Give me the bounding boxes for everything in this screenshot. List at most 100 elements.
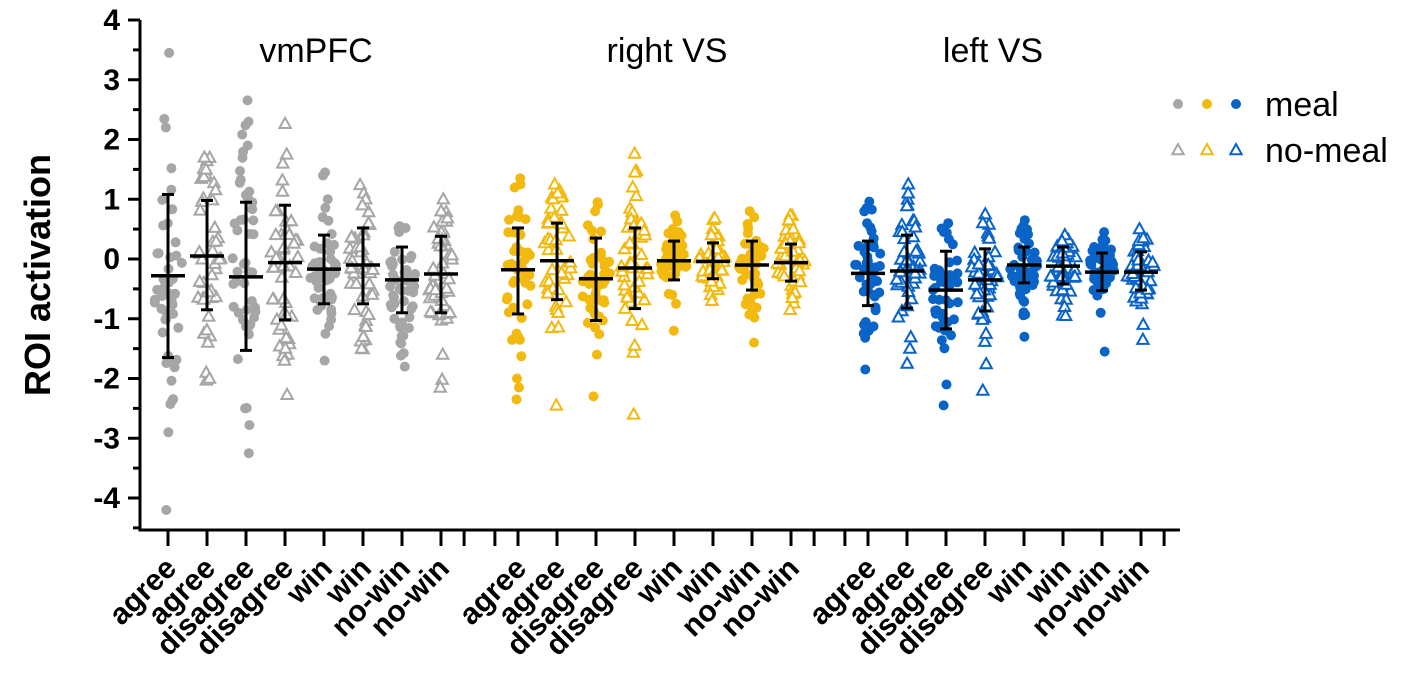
data-point [522,299,533,310]
data-point [208,233,224,247]
data-point [662,251,673,262]
data-point [322,194,333,205]
error-bar [424,234,458,315]
data-point [232,354,243,365]
data-point [201,370,217,384]
y-tick-label: 2 [103,124,120,157]
data-point [358,318,374,332]
data-point [240,403,251,414]
data-point [243,116,254,127]
errorbar-layer [151,192,1158,360]
data-point [507,227,518,238]
data-point [977,333,993,347]
data-point [971,256,987,270]
data-point [274,172,290,186]
data-point [171,250,182,261]
data-point [320,328,331,339]
category-no-win-meal [385,221,420,372]
data-point [870,262,881,273]
data-point [194,251,210,265]
data-point [435,191,451,205]
legend: meal no-meal [1170,86,1388,170]
data-point [365,261,381,275]
data-point [634,316,650,331]
data-point [265,291,281,305]
data-point [198,161,214,175]
data-point [561,228,577,242]
data-point [309,241,320,252]
data-point [599,269,610,280]
data-point [1099,236,1110,247]
data-point [899,355,915,369]
data-point [952,255,962,266]
data-point [1018,295,1029,306]
y-tick-label: -4 [93,482,120,515]
data-point [423,303,439,318]
error-bar [268,203,302,322]
data-point [1009,276,1020,287]
data-point [1019,331,1030,342]
data-point [908,243,924,257]
data-point [398,348,409,359]
data-point [410,269,420,279]
data-point [163,427,174,438]
data-point [409,281,420,292]
data-point [361,276,377,290]
data-point [313,282,324,293]
data-point [170,237,181,248]
data-point [952,297,963,308]
data-point [577,291,588,302]
error-bar [1046,245,1080,286]
data-point [386,256,397,267]
data-point [158,220,169,231]
region-right-vs [501,145,813,420]
data-point [512,373,522,384]
y-tick-label: -1 [93,303,120,336]
data-point [324,321,335,332]
data-point [502,292,513,303]
data-point [590,206,601,217]
data-point [742,228,753,239]
data-point [325,254,336,265]
data-point [977,206,993,220]
category-disagree-no-meal [613,145,656,420]
error-bar [735,239,769,292]
data-point [969,286,985,300]
data-point [744,309,755,320]
data-point [403,323,414,333]
data-point [548,397,564,411]
data-point [781,212,797,226]
data-point [978,356,994,370]
data-point [671,298,681,309]
data-point [406,251,417,261]
data-point [745,293,756,304]
data-point [283,213,299,227]
data-point [793,274,808,288]
error-bar [929,249,963,331]
data-point [633,246,649,260]
data-point [439,280,455,294]
data-point [444,247,460,261]
data-point [975,382,991,396]
data-point [432,379,448,393]
data-point [875,248,886,259]
data-point [192,202,208,216]
data-point [504,214,515,225]
error-bar [774,242,808,283]
data-point [749,337,759,348]
data-point [868,273,878,284]
data-point [746,301,757,312]
category-agree-no-meal [537,176,579,411]
data-point [425,260,441,274]
data-point [247,197,258,208]
data-point [354,197,370,211]
category-win-meal [1005,215,1043,342]
error-bar [501,226,535,316]
data-point [232,266,243,277]
data-point [704,227,719,241]
data-point [319,355,330,366]
data-point [776,268,792,282]
data-point [176,257,187,268]
data-point [667,289,678,300]
data-point [668,325,679,336]
